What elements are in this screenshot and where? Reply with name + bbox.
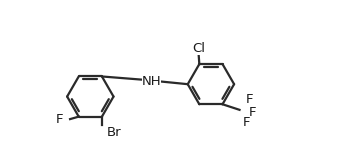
- Text: F: F: [249, 106, 256, 119]
- Text: F: F: [56, 113, 63, 126]
- Text: NH: NH: [142, 75, 161, 88]
- Text: F: F: [243, 116, 250, 129]
- Text: F: F: [246, 93, 253, 105]
- Text: Br: Br: [107, 126, 121, 139]
- Text: Cl: Cl: [192, 42, 205, 55]
